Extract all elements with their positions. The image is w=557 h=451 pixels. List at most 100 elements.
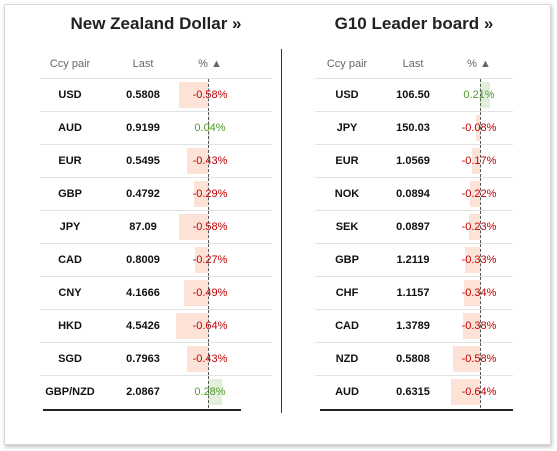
- last-price-cell: 0.8009: [126, 254, 160, 266]
- nzd-table-bottom-rule: [43, 409, 241, 411]
- nzd-panel-title-link[interactable]: New Zealand Dollar »: [70, 14, 242, 33]
- table-row[interactable]: USD 106.50 0.21%: [315, 78, 513, 111]
- negative-change-bar: [186, 148, 208, 174]
- ccy-pair-cell: CHF: [335, 287, 359, 299]
- percent-change-cell: -0.58%: [192, 89, 228, 101]
- last-price-cell: 0.5808: [396, 353, 430, 365]
- ccy-pair-cell: GBP/NZD: [45, 386, 95, 398]
- table-row[interactable]: NOK 0.0894 -0.22%: [315, 177, 513, 210]
- table-row[interactable]: CHF 1.1157 -0.34%: [315, 276, 513, 309]
- ccy-pair-cell: AUD: [58, 122, 82, 134]
- percent-change-cell: -0.29%: [192, 188, 228, 200]
- header-percent-sort[interactable]: % ▲: [198, 58, 222, 70]
- last-price-cell: 150.03: [396, 122, 430, 134]
- percent-change-cell: -0.23%: [461, 221, 497, 233]
- zero-line: [208, 244, 209, 276]
- table-row[interactable]: AUD 0.9199 0.04%: [40, 111, 272, 144]
- last-price-cell: 1.2119: [396, 254, 430, 266]
- header-last[interactable]: Last: [402, 58, 424, 70]
- negative-change-bar: [176, 313, 208, 339]
- zero-line: [480, 244, 481, 276]
- negative-change-bar: [179, 82, 208, 108]
- zero-line: [208, 343, 209, 375]
- zero-line: [480, 277, 481, 309]
- table-row[interactable]: GBP/NZD 2.0867 0.28%: [40, 375, 272, 408]
- percent-change-cell: -0.58%: [192, 221, 228, 233]
- header-percent-sort[interactable]: % ▲: [467, 58, 491, 70]
- last-price-cell: 1.3789: [396, 320, 430, 332]
- last-price-cell: 4.1666: [126, 287, 160, 299]
- negative-change-bar: [193, 181, 208, 207]
- ccy-pair-cell: GBP: [335, 254, 359, 266]
- negative-change-bar: [194, 247, 208, 273]
- header-ccy-pair[interactable]: Ccy pair: [49, 58, 91, 70]
- table-row[interactable]: AUD 0.6315 -0.64%: [315, 375, 513, 408]
- table-row[interactable]: CAD 0.8009 -0.27%: [40, 243, 272, 276]
- zero-line: [208, 112, 209, 144]
- table-row[interactable]: GBP 0.4792 -0.29%: [40, 177, 272, 210]
- table-row[interactable]: HKD 4.5426 -0.64%: [40, 309, 272, 342]
- last-price-cell: 87.09: [129, 221, 157, 233]
- last-price-cell: 0.6315: [396, 386, 430, 398]
- negative-change-bar: [464, 247, 480, 273]
- g10-panel-title-link[interactable]: G10 Leader board »: [334, 14, 494, 33]
- ccy-pair-cell: JPY: [59, 221, 81, 233]
- percent-change-cell: -0.64%: [192, 320, 228, 332]
- last-price-cell: 0.4792: [126, 188, 160, 200]
- negative-change-bar: [453, 346, 480, 372]
- percent-change-cell: 0.04%: [194, 122, 226, 134]
- g10-table-bottom-rule: [320, 409, 513, 411]
- percent-change-cell: -0.22%: [461, 188, 497, 200]
- ccy-pair-cell: CAD: [58, 254, 82, 266]
- table-row[interactable]: JPY 87.09 -0.58%: [40, 210, 272, 243]
- table-row[interactable]: GBP 1.2119 -0.33%: [315, 243, 513, 276]
- table-row[interactable]: CNY 4.1666 -0.49%: [40, 276, 272, 309]
- last-price-cell: 0.5808: [126, 89, 160, 101]
- zero-line: [480, 376, 481, 408]
- header-last[interactable]: Last: [132, 58, 154, 70]
- widget-frame: New Zealand Dollar » Ccy pair Last % ▲ U…: [4, 4, 551, 445]
- negative-change-bar: [472, 148, 480, 174]
- table-row[interactable]: USD 0.5808 -0.58%: [40, 78, 272, 111]
- last-price-cell: 2.0867: [126, 386, 160, 398]
- ccy-pair-cell: JPY: [336, 122, 358, 134]
- ccy-pair-cell: SGD: [58, 353, 82, 365]
- negative-change-bar: [450, 379, 480, 405]
- table-row[interactable]: SGD 0.7963 -0.43%: [40, 342, 272, 375]
- zero-line: [480, 343, 481, 375]
- table-row[interactable]: JPY 150.03 -0.08%: [315, 111, 513, 144]
- ccy-pair-cell: USD: [335, 89, 359, 101]
- zero-line: [480, 112, 481, 144]
- percent-change-cell: -0.34%: [461, 287, 497, 299]
- percent-change-cell: -0.38%: [461, 320, 497, 332]
- table-row[interactable]: CAD 1.3789 -0.38%: [315, 309, 513, 342]
- percent-change-cell: -0.58%: [461, 353, 497, 365]
- ccy-pair-cell: AUD: [335, 386, 359, 398]
- last-price-cell: 0.5495: [126, 155, 160, 167]
- negative-change-bar: [186, 346, 208, 372]
- g10-table-header: Ccy pair Last % ▲: [315, 53, 513, 77]
- negative-change-bar: [469, 181, 480, 207]
- table-row[interactable]: EUR 1.0569 -0.17%: [315, 144, 513, 177]
- percent-change-cell: -0.33%: [461, 254, 497, 266]
- positive-change-bar: [208, 379, 222, 405]
- table-row[interactable]: SEK 0.0897 -0.23%: [315, 210, 513, 243]
- last-price-cell: 106.50: [396, 89, 430, 101]
- zero-line: [208, 145, 209, 177]
- ccy-pair-cell: NZD: [335, 353, 359, 365]
- last-price-cell: 1.0569: [396, 155, 430, 167]
- ccy-pair-cell: USD: [58, 89, 82, 101]
- ccy-pair-cell: SEK: [335, 221, 359, 233]
- negative-change-bar: [183, 280, 208, 306]
- ccy-pair-cell: EUR: [335, 155, 359, 167]
- zero-line: [208, 211, 209, 243]
- table-row[interactable]: NZD 0.5808 -0.58%: [315, 342, 513, 375]
- header-ccy-pair[interactable]: Ccy pair: [326, 58, 368, 70]
- negative-change-bar: [469, 214, 480, 240]
- table-row[interactable]: EUR 0.5495 -0.43%: [40, 144, 272, 177]
- percent-change-cell: -0.43%: [192, 353, 228, 365]
- ccy-pair-cell: CNY: [58, 287, 82, 299]
- last-price-cell: 0.0894: [396, 188, 430, 200]
- zero-line: [480, 79, 481, 111]
- negative-change-bar: [462, 313, 480, 339]
